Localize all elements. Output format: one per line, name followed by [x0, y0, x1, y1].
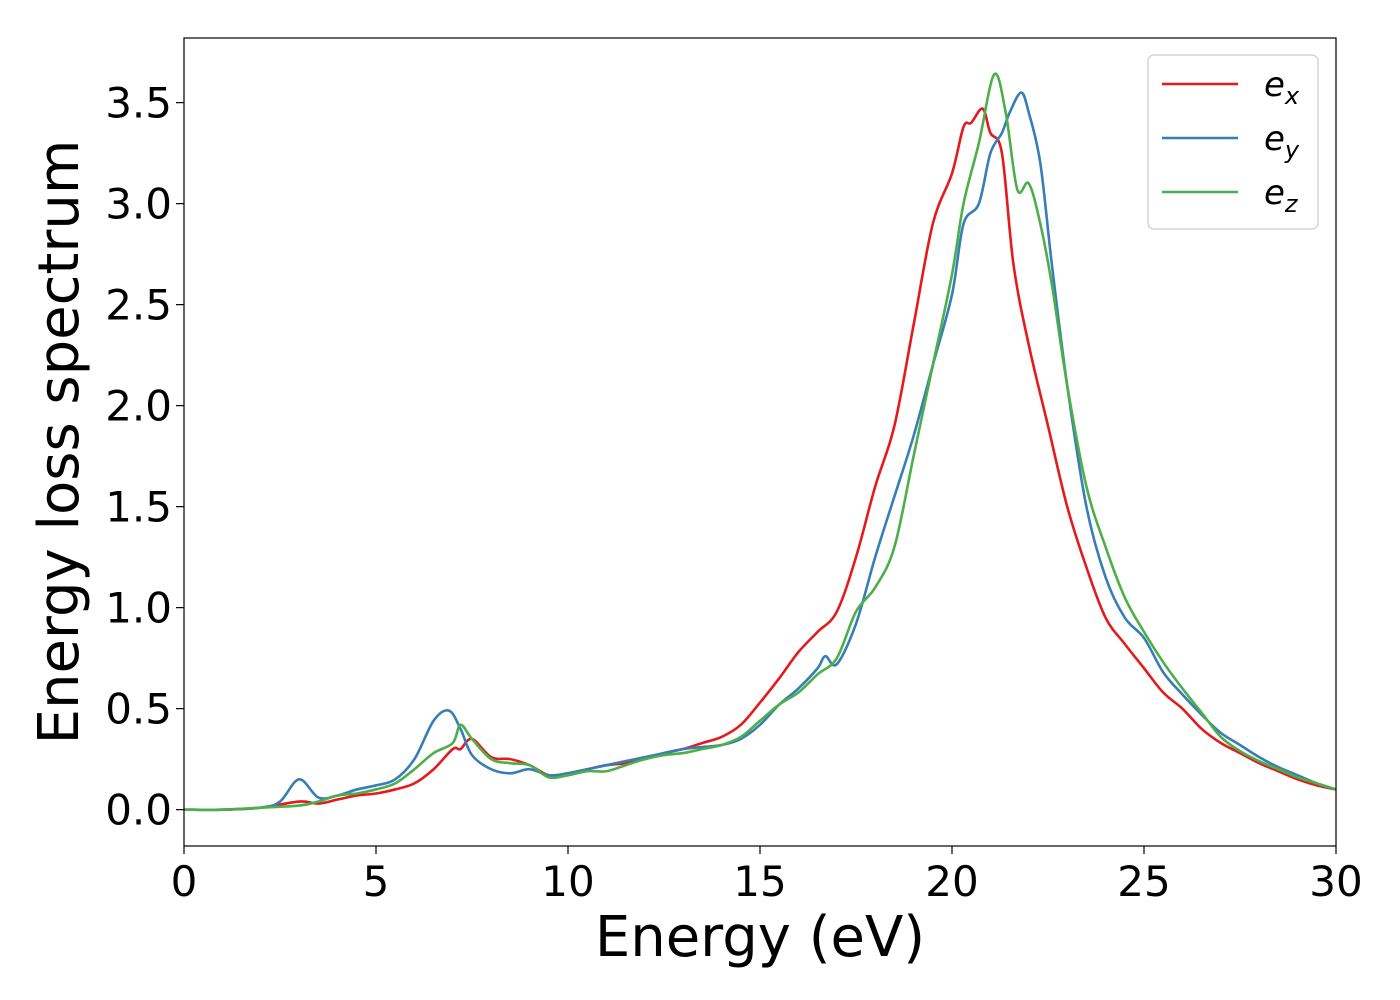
- x-tick-label: 25: [1117, 857, 1170, 906]
- x-axis-label: Energy (eV): [595, 905, 925, 970]
- legend-label-z: ez: [1264, 173, 1299, 218]
- x-tick-label: 15: [733, 857, 786, 906]
- y-tick-label: 3.5: [105, 79, 172, 128]
- y-tick-label: 0.5: [105, 685, 172, 734]
- plot-background: [184, 38, 1336, 846]
- y-tick-label: 3.0: [105, 180, 172, 229]
- series-line-e-z: [183, 72, 1337, 812]
- x-tick-label: 0: [171, 857, 198, 906]
- y-axis: 0.0 0.5 1.0 1.5 2.0 2.5 3.0 3.5: [105, 79, 184, 835]
- x-tick-label: 30: [1309, 857, 1362, 906]
- x-tick-label: 20: [925, 857, 978, 906]
- y-tick-label: 0.0: [105, 786, 172, 835]
- y-tick-label: 1.5: [105, 483, 172, 532]
- x-axis: 0 5 10 15 20 25 30: [171, 846, 1363, 906]
- y-tick-label: 2.5: [105, 281, 172, 330]
- series-line-e-x: [183, 107, 1337, 812]
- y-tick-label: 1.0: [105, 584, 172, 633]
- legend: ex ey ez: [1147, 54, 1319, 230]
- x-tick-label: 5: [363, 857, 390, 906]
- legend-box: [1147, 54, 1319, 230]
- series-line-e-y: [183, 91, 1337, 812]
- x-tick-label: 10: [541, 857, 594, 906]
- series-layer: [183, 72, 1337, 812]
- legend-label-x: ex: [1264, 65, 1300, 110]
- y-tick-label: 2.0: [105, 382, 172, 431]
- legend-label-y: ey: [1264, 119, 1300, 164]
- y-axis-label: Energy loss spectrum: [27, 140, 92, 745]
